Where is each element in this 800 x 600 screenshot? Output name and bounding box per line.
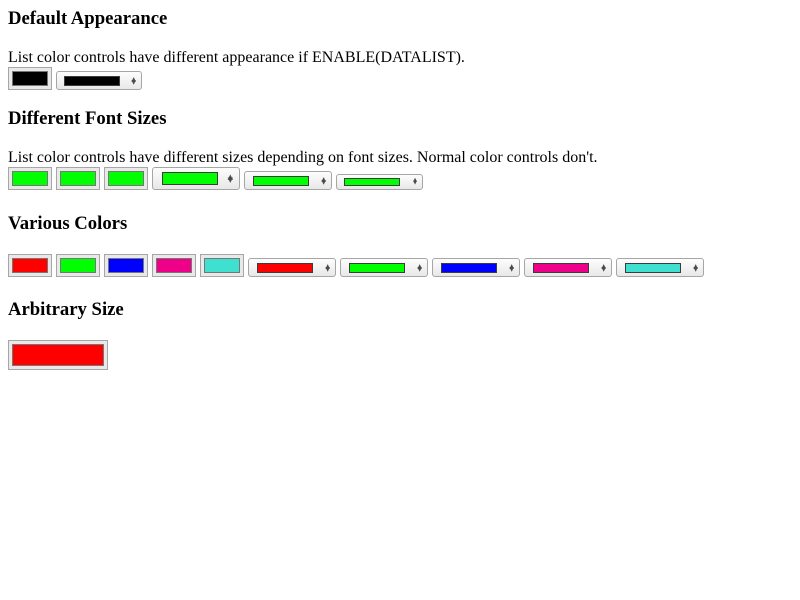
updown-arrows-icon: ▲ ▼ bbox=[509, 262, 514, 273]
color-swatch bbox=[441, 262, 497, 273]
color-swatch bbox=[349, 262, 405, 273]
color-list-font-medium[interactable]: ▲ ▼ bbox=[244, 171, 332, 190]
heading-default-appearance: Default Appearance bbox=[8, 8, 168, 29]
updown-arrows-icon: ▲ ▼ bbox=[325, 262, 330, 273]
color-list-turquoise[interactable]: ▲ ▼ bbox=[616, 258, 704, 277]
color-swatch bbox=[204, 258, 240, 273]
color-swatch bbox=[60, 171, 96, 186]
color-input-magenta[interactable] bbox=[152, 254, 196, 277]
color-list-default[interactable]: ▲ ▼ bbox=[56, 71, 142, 90]
color-swatch bbox=[60, 258, 96, 273]
updown-arrows-icon: ▲ ▼ bbox=[417, 262, 422, 273]
color-swatch bbox=[162, 172, 218, 185]
color-input-font-large[interactable] bbox=[8, 167, 52, 190]
color-swatch bbox=[12, 171, 48, 186]
color-swatch bbox=[533, 262, 589, 273]
color-input-blue[interactable] bbox=[104, 254, 148, 277]
color-swatch bbox=[156, 258, 192, 273]
color-swatch bbox=[108, 171, 144, 186]
color-list-font-small[interactable]: ▲ ▼ bbox=[336, 174, 423, 190]
color-list-magenta[interactable]: ▲ ▼ bbox=[524, 258, 612, 277]
color-swatch bbox=[257, 262, 313, 273]
default-controls-row: ▲ ▼ bbox=[8, 67, 146, 90]
font-size-controls-row: ▲ ▼ ▲ ▼ ▲ ▼ bbox=[8, 167, 427, 190]
updown-arrows-icon: ▲ ▼ bbox=[227, 172, 233, 184]
color-list-blue[interactable]: ▲ ▼ bbox=[432, 258, 520, 277]
arbitrary-size-row bbox=[8, 340, 112, 370]
updown-arrows-icon: ▲ ▼ bbox=[601, 262, 606, 273]
updown-arrows-icon: ▲ ▼ bbox=[693, 262, 698, 273]
color-swatch bbox=[108, 258, 144, 273]
color-swatch bbox=[64, 75, 120, 86]
color-swatch bbox=[344, 178, 400, 186]
heading-font-sizes: Different Font Sizes bbox=[8, 108, 167, 129]
color-swatch bbox=[12, 258, 48, 273]
color-swatch bbox=[12, 71, 48, 86]
color-input-font-medium[interactable] bbox=[56, 167, 100, 190]
color-input-turquoise[interactable] bbox=[200, 254, 244, 277]
color-list-font-large[interactable]: ▲ ▼ bbox=[152, 167, 240, 190]
various-colors-row: ▲ ▼ ▲ ▼ ▲ ▼ ▲ ▼ ▲ ▼ bbox=[8, 254, 708, 277]
updown-arrows-icon: ▲ ▼ bbox=[413, 177, 417, 186]
description-font-sizes: List color controls have different sizes… bbox=[8, 149, 598, 166]
heading-arbitrary-size: Arbitrary Size bbox=[8, 299, 124, 320]
color-input-green[interactable] bbox=[56, 254, 100, 277]
color-input-red[interactable] bbox=[8, 254, 52, 277]
updown-arrows-icon: ▲ ▼ bbox=[131, 75, 136, 86]
updown-arrows-icon: ▲ ▼ bbox=[321, 175, 326, 186]
heading-various-colors: Various Colors bbox=[8, 213, 128, 234]
description-default-appearance: List color controls have different appea… bbox=[8, 49, 465, 66]
color-input-arbitrary-size[interactable] bbox=[8, 340, 108, 370]
color-swatch bbox=[12, 344, 104, 366]
color-input-default[interactable] bbox=[8, 67, 52, 90]
color-list-red[interactable]: ▲ ▼ bbox=[248, 258, 336, 277]
color-swatch bbox=[253, 175, 309, 186]
color-input-font-small[interactable] bbox=[104, 167, 148, 190]
color-swatch bbox=[625, 262, 681, 273]
color-list-green[interactable]: ▲ ▼ bbox=[340, 258, 428, 277]
